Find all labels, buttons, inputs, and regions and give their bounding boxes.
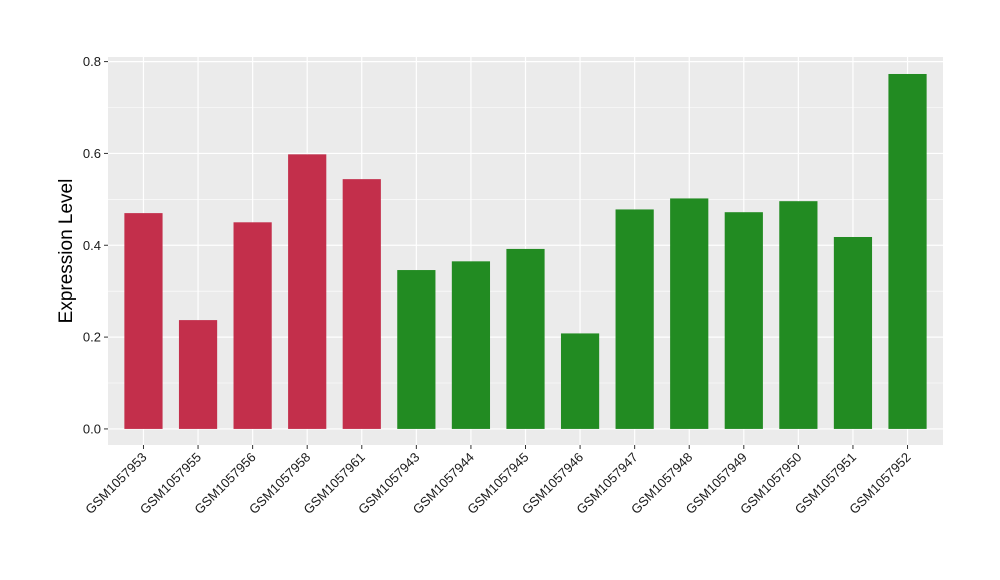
y-tick-label: 0.8 [83, 54, 101, 69]
bar-GSM1057950 [779, 201, 818, 429]
y-tick-label: 0.2 [83, 330, 101, 345]
bar-GSM1057953 [124, 213, 163, 429]
x-axis: GSM1057953GSM1057955GSM1057956GSM1057958… [82, 445, 914, 517]
y-tick-label: 0.4 [83, 238, 101, 253]
bar-GSM1057956 [233, 222, 272, 429]
bar-GSM1057961 [342, 179, 381, 429]
bar-GSM1057946 [560, 333, 600, 429]
y-tick-label: 0.6 [83, 146, 101, 161]
bar-GSM1057945 [506, 248, 545, 429]
y-axis: 0.0 0.2 0.4 0.6 0.8 [83, 54, 108, 436]
bar-GSM1057948 [670, 198, 709, 429]
bars [124, 73, 927, 429]
bar-GSM1057944 [451, 261, 491, 429]
y-tick-label: 0.0 [83, 421, 101, 436]
bar-GSM1057947 [615, 209, 654, 429]
y-axis-title: Expression Level [56, 179, 77, 324]
bar-GSM1057951 [833, 236, 873, 429]
bar-GSM1057958 [288, 154, 327, 429]
bar-GSM1057952 [888, 73, 927, 429]
bar-GSM1057955 [178, 320, 218, 429]
bar-GSM1057943 [397, 270, 436, 429]
bar-GSM1057949 [724, 212, 763, 429]
